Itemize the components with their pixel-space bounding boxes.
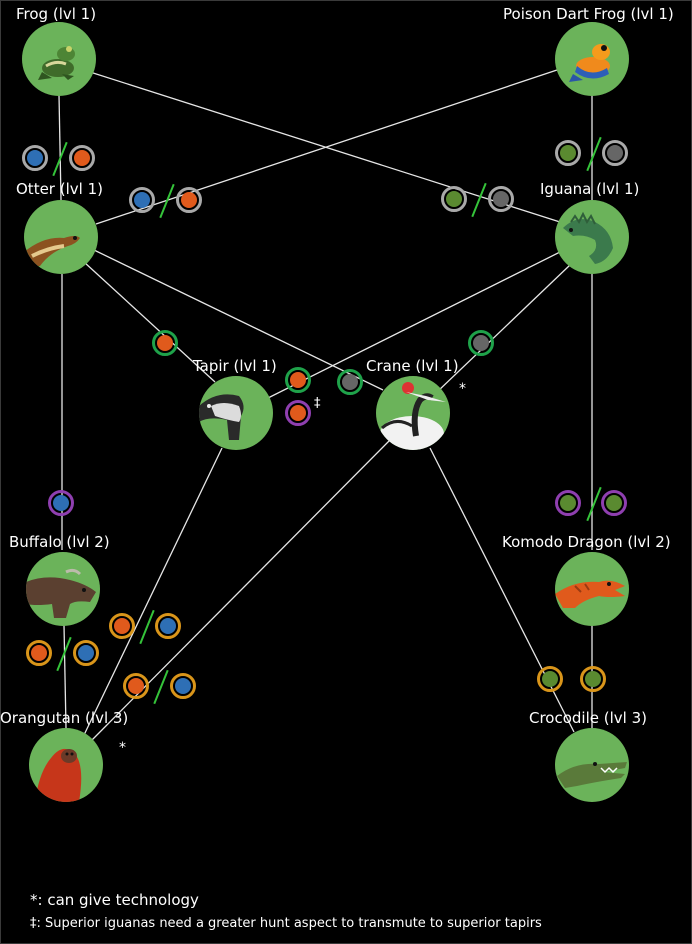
iguana-aspect-icon[interactable] — [555, 140, 581, 166]
hunt-aspect-icon[interactable] — [176, 187, 202, 213]
iguana-aspect-icon[interactable] — [555, 490, 581, 516]
otter-icon — [24, 236, 80, 266]
earth-aspect-icon[interactable] — [337, 369, 363, 395]
edge-buffalo-orangutan — [63, 624, 67, 729]
otter-aspect-icon[interactable] — [73, 640, 99, 666]
legend-superior-iguana-note: ‡: Superior iguanas need a greater hunt … — [30, 916, 542, 931]
tapir-icon — [199, 394, 244, 440]
buffalo-label: Buffalo (lvl 2) — [9, 533, 110, 551]
hunt-aspect-icon[interactable] — [123, 673, 149, 699]
iguana-aspect-icon[interactable] — [537, 666, 563, 692]
otter-aspect-icon[interactable] — [22, 145, 48, 171]
poison-dart-frog-label: Poison Dart Frog (lvl 1) — [503, 5, 674, 23]
frog-label: Frog (lvl 1) — [16, 5, 97, 23]
komodo-dragon-node[interactable] — [555, 552, 629, 626]
komodo-dragon-label: Komodo Dragon (lvl 2) — [502, 533, 671, 551]
iguana-aspect-icon[interactable] — [601, 490, 627, 516]
poison-dart-frog-icon — [569, 44, 610, 82]
otter-node[interactable] — [24, 200, 98, 274]
frog-icon — [38, 46, 75, 80]
legend-technology: *: can give technology — [30, 891, 199, 909]
orangutan-node[interactable] — [29, 728, 103, 802]
edge-otter-tapir — [83, 261, 216, 383]
buffalo-icon — [26, 568, 96, 618]
hunt-aspect-icon[interactable] — [69, 145, 95, 171]
crocodile-node[interactable] — [555, 728, 629, 802]
iguana-icon — [563, 211, 613, 264]
legend: *: can give technology ‡: Superior iguan… — [30, 888, 542, 936]
iguana-label: Iguana (lvl 1) — [540, 180, 640, 198]
crocodile-icon — [557, 762, 627, 788]
crane-node[interactable] — [376, 376, 450, 450]
earth-aspect-icon[interactable] — [468, 330, 494, 356]
otter-aspect-icon[interactable] — [129, 187, 155, 213]
hunt-aspect-icon[interactable] — [26, 640, 52, 666]
otter-aspect-icon[interactable] — [170, 673, 196, 699]
orangutan-label: Orangutan (lvl 3) — [0, 709, 129, 727]
edge-iguana-tapir — [267, 251, 561, 399]
hunt-aspect-icon[interactable] — [285, 367, 311, 393]
frog-node[interactable] — [22, 22, 96, 96]
orangutan-technology-mark: * — [119, 740, 126, 756]
komodo-dragon-icon — [555, 580, 625, 608]
orangutan-icon — [35, 748, 82, 802]
crocodile-label: Crocodile (lvl 3) — [529, 709, 647, 727]
otter-label: Otter (lvl 1) — [16, 180, 103, 198]
iguana-aspect-icon[interactable] — [441, 186, 467, 212]
iguana-node[interactable] — [555, 200, 629, 274]
iguana-aspect-icon[interactable] — [580, 666, 606, 692]
edge-otter-crane — [93, 249, 384, 391]
earth-aspect-icon[interactable] — [488, 186, 514, 212]
crane-technology-mark: * — [459, 381, 466, 397]
edge-pdf-otter — [95, 69, 558, 225]
tapir-dagger-mark: ‡ — [314, 396, 321, 411]
hunt-aspect-icon[interactable] — [109, 613, 135, 639]
crane-label: Crane (lvl 1) — [366, 357, 459, 375]
poison-dart-frog-node[interactable] — [555, 22, 629, 96]
earth-aspect-icon[interactable] — [602, 140, 628, 166]
edge-iguana-crane — [436, 264, 571, 393]
buffalo-node[interactable] — [26, 552, 100, 626]
hunt-aspect-icon[interactable] — [152, 330, 178, 356]
hunt-aspect-icon[interactable] — [285, 400, 311, 426]
tapir-label: Tapir (lvl 1) — [193, 357, 277, 375]
otter-aspect-icon[interactable] — [155, 613, 181, 639]
otter-aspect-icon[interactable] — [48, 490, 74, 516]
edge-tapir-orangutan — [83, 447, 223, 736]
tapir-node[interactable] — [199, 376, 273, 450]
edge-frog-otter — [58, 94, 62, 201]
crane-icon — [380, 382, 446, 450]
